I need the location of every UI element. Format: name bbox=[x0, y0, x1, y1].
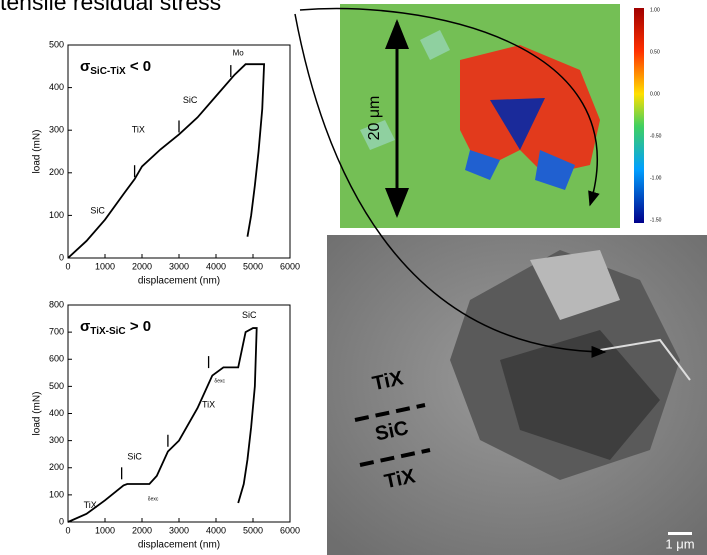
annotation-relation: > 0 bbox=[126, 318, 151, 335]
curve-label: SiC bbox=[242, 310, 257, 320]
y-tick-label: 200 bbox=[49, 462, 64, 472]
x-tick-label: 5000 bbox=[243, 261, 263, 271]
curve-label: TiX bbox=[202, 400, 215, 410]
y-tick-label: 800 bbox=[49, 299, 64, 309]
colorbar-label: 1.00 bbox=[650, 7, 660, 13]
x-tick-label: 5000 bbox=[243, 525, 263, 535]
x-tick-label: 4000 bbox=[206, 261, 226, 271]
x-axis-label: displacement (nm) bbox=[138, 276, 220, 287]
annotation-symbol: σ bbox=[80, 58, 90, 75]
y-tick-label: 200 bbox=[49, 167, 64, 177]
afm-scale-label: 20 μm bbox=[366, 96, 383, 141]
curve-label: SiC bbox=[127, 451, 142, 461]
annotation-subscript: SiC-TiX bbox=[90, 66, 126, 77]
curve-label: δexc bbox=[214, 378, 225, 384]
x-tick-label: 1000 bbox=[95, 525, 115, 535]
annotation-subscript: TiX-SiC bbox=[90, 326, 125, 337]
y-tick-label: 500 bbox=[49, 381, 64, 391]
load-curve bbox=[68, 64, 264, 258]
y-tick-label: 700 bbox=[49, 327, 64, 337]
y-tick-label: 100 bbox=[49, 489, 64, 499]
headline: tensile residual stress bbox=[0, 0, 221, 15]
curve-label: SiC bbox=[90, 206, 105, 216]
x-tick-label: 6000 bbox=[280, 525, 300, 535]
stress-annotation: σSiC-TiX < 0 bbox=[80, 58, 151, 77]
stress-annotation: σTiX-SiC > 0 bbox=[80, 318, 151, 337]
x-tick-label: 0 bbox=[65, 261, 70, 271]
x-tick-label: 3000 bbox=[169, 261, 189, 271]
x-tick-label: 3000 bbox=[169, 525, 189, 535]
y-axis-label: load (mN) bbox=[32, 392, 43, 436]
x-axis-label: displacement (nm) bbox=[138, 540, 220, 551]
annotation-symbol: σ bbox=[80, 318, 90, 335]
y-tick-label: 0 bbox=[59, 252, 64, 262]
colorbar-label: -0.50 bbox=[650, 133, 662, 139]
x-tick-label: 2000 bbox=[132, 525, 152, 535]
curve-label: TiX bbox=[132, 125, 145, 135]
x-tick-label: 1000 bbox=[95, 261, 115, 271]
figure: tensile residual stress 20 μm 1 μm 1.00 0… bbox=[0, 0, 707, 555]
y-tick-label: 400 bbox=[49, 408, 64, 418]
sem-image bbox=[327, 235, 707, 555]
y-axis-label: load (mN) bbox=[32, 130, 43, 174]
y-tick-label: 400 bbox=[49, 82, 64, 92]
x-tick-label: 2000 bbox=[132, 261, 152, 271]
curve-label: Mo bbox=[233, 49, 245, 58]
x-tick-label: 4000 bbox=[206, 525, 226, 535]
x-tick-label: 6000 bbox=[280, 261, 300, 271]
annotation-relation: < 0 bbox=[126, 58, 151, 75]
colorbar-label: 0.50 bbox=[650, 49, 660, 55]
sem-scale-label: 1 μm bbox=[665, 536, 694, 551]
colorbar bbox=[634, 8, 644, 223]
y-tick-label: 300 bbox=[49, 435, 64, 445]
y-tick-label: 500 bbox=[49, 39, 64, 49]
colorbar-label: -1.50 bbox=[650, 217, 662, 223]
plot-frame bbox=[68, 45, 290, 258]
y-tick-label: 300 bbox=[49, 125, 64, 135]
y-tick-label: 600 bbox=[49, 354, 64, 364]
colorbar-label: 0.00 bbox=[650, 91, 660, 97]
curve-label: SiC bbox=[183, 95, 198, 105]
colorbar-label: -1.00 bbox=[650, 175, 662, 181]
curve-label: δexc bbox=[148, 496, 159, 502]
x-tick-label: 0 bbox=[65, 525, 70, 535]
y-tick-label: 100 bbox=[49, 210, 64, 220]
curve-label: TiX bbox=[84, 500, 97, 510]
y-tick-label: 0 bbox=[59, 516, 64, 526]
load-curve bbox=[68, 328, 257, 522]
